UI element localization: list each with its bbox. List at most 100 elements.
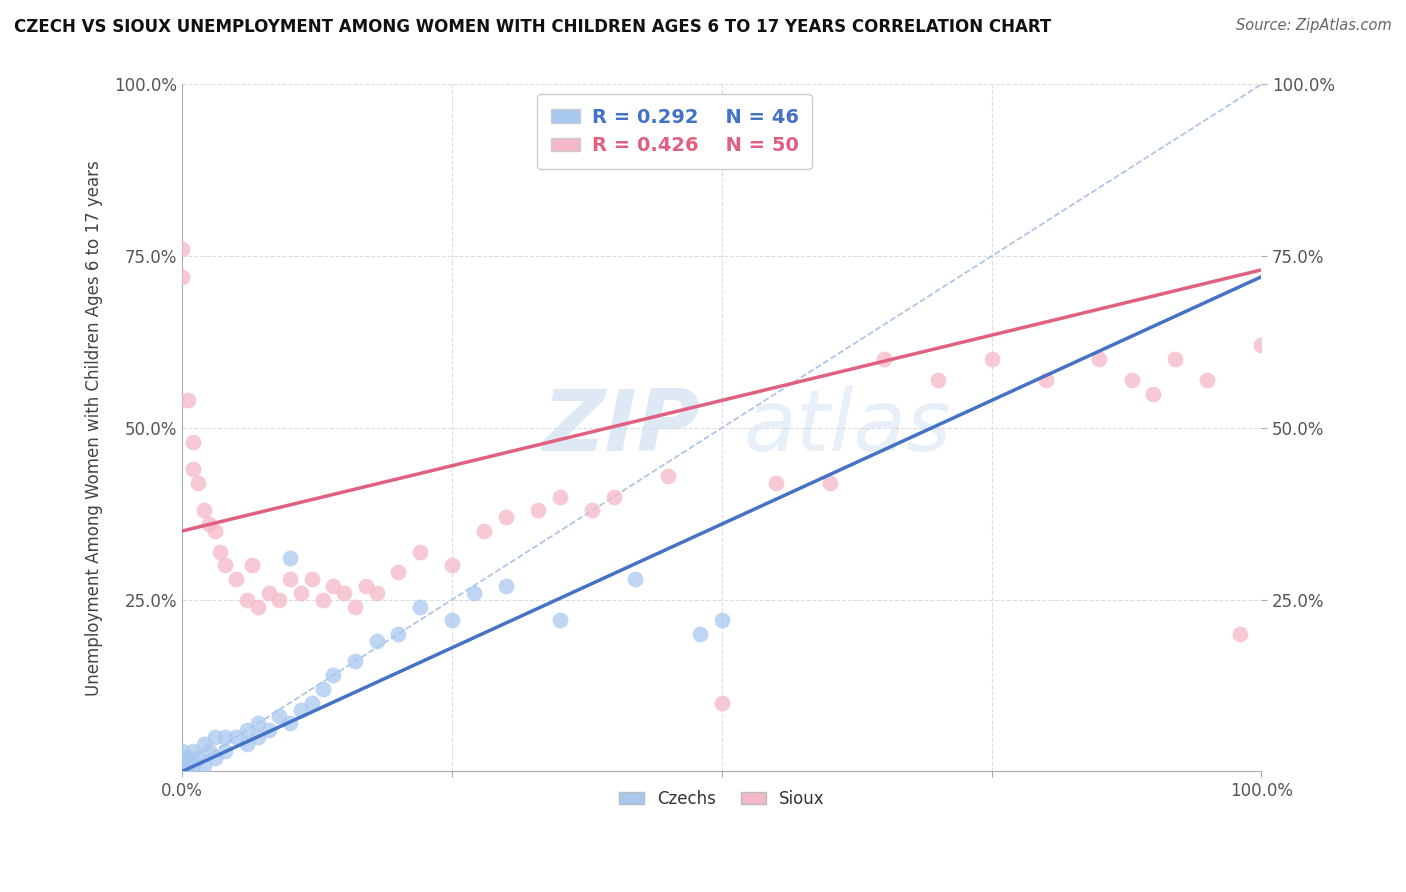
Point [225,730,247,744]
Point [495,510,517,524]
Point [980,352,1002,367]
Point [1142,386,1164,401]
Point [242,558,264,573]
Y-axis label: Unemployment Among Women with Children Ages 6 to 17 years: Unemployment Among Women with Children A… [86,160,103,696]
Point [181,744,204,758]
Point [322,668,344,682]
Point [290,702,312,716]
Point [198,744,221,758]
Point [172,761,194,775]
Text: ZIP: ZIP [543,386,700,469]
Point [624,572,647,586]
Point [603,490,626,504]
Point [198,517,221,532]
Point [172,744,194,758]
Point [204,750,226,764]
Point [278,716,301,731]
Point [225,572,247,586]
Point [1197,373,1219,387]
Point [765,475,787,490]
Point [872,352,894,367]
Point [172,242,194,256]
Point [204,730,226,744]
Point [172,764,194,779]
Point [290,586,312,600]
Point [1250,338,1272,352]
Point [172,750,194,764]
Point [689,627,711,641]
Point [172,757,194,772]
Point [257,723,280,738]
Point [246,599,269,614]
Point [278,551,301,566]
Point [441,558,464,573]
Point [236,592,259,607]
Point [333,586,356,600]
Point [187,750,209,764]
Point [366,633,388,648]
Point [818,475,841,490]
Point [322,579,344,593]
Point [311,681,333,696]
Point [172,764,194,779]
Point [181,434,204,449]
Point [495,579,517,593]
Point [172,269,194,284]
Point [214,558,236,573]
Text: Source: ZipAtlas.com: Source: ZipAtlas.com [1236,18,1392,33]
Point [343,655,366,669]
Point [193,757,215,772]
Point [548,490,571,504]
Point [214,730,236,744]
Point [1121,373,1143,387]
Point [366,586,388,600]
Point [236,737,259,751]
Point [1164,352,1187,367]
Point [474,524,496,538]
Point [181,757,204,772]
Point [408,599,430,614]
Point [172,761,194,775]
Point [172,764,194,779]
Point [343,599,366,614]
Point [193,737,215,751]
Point [246,730,269,744]
Point [236,723,259,738]
Point [1088,352,1111,367]
Point [187,475,209,490]
Point [387,565,409,579]
Point [710,613,733,627]
Point [463,586,485,600]
Point [176,764,198,779]
Text: atlas: atlas [744,386,952,469]
Point [257,586,280,600]
Point [278,572,301,586]
Point [311,592,333,607]
Point [176,393,198,408]
Legend: Czechs, Sioux: Czechs, Sioux [612,783,831,814]
Text: CZECH VS SIOUX UNEMPLOYMENT AMONG WOMEN WITH CHILDREN AGES 6 TO 17 YEARS CORRELA: CZECH VS SIOUX UNEMPLOYMENT AMONG WOMEN … [14,18,1052,36]
Point [172,757,194,772]
Point [408,544,430,558]
Point [548,613,571,627]
Point [209,544,232,558]
Point [657,469,679,483]
Point [214,744,236,758]
Point [581,503,603,517]
Point [441,613,464,627]
Point [1035,373,1057,387]
Point [710,696,733,710]
Point [204,524,226,538]
Point [269,709,291,723]
Point [1229,627,1251,641]
Point [354,579,377,593]
Point [176,750,198,764]
Point [387,627,409,641]
Point [246,716,269,731]
Point [193,503,215,517]
Point [172,764,194,779]
Point [301,572,323,586]
Point [527,503,550,517]
Point [301,696,323,710]
Point [269,592,291,607]
